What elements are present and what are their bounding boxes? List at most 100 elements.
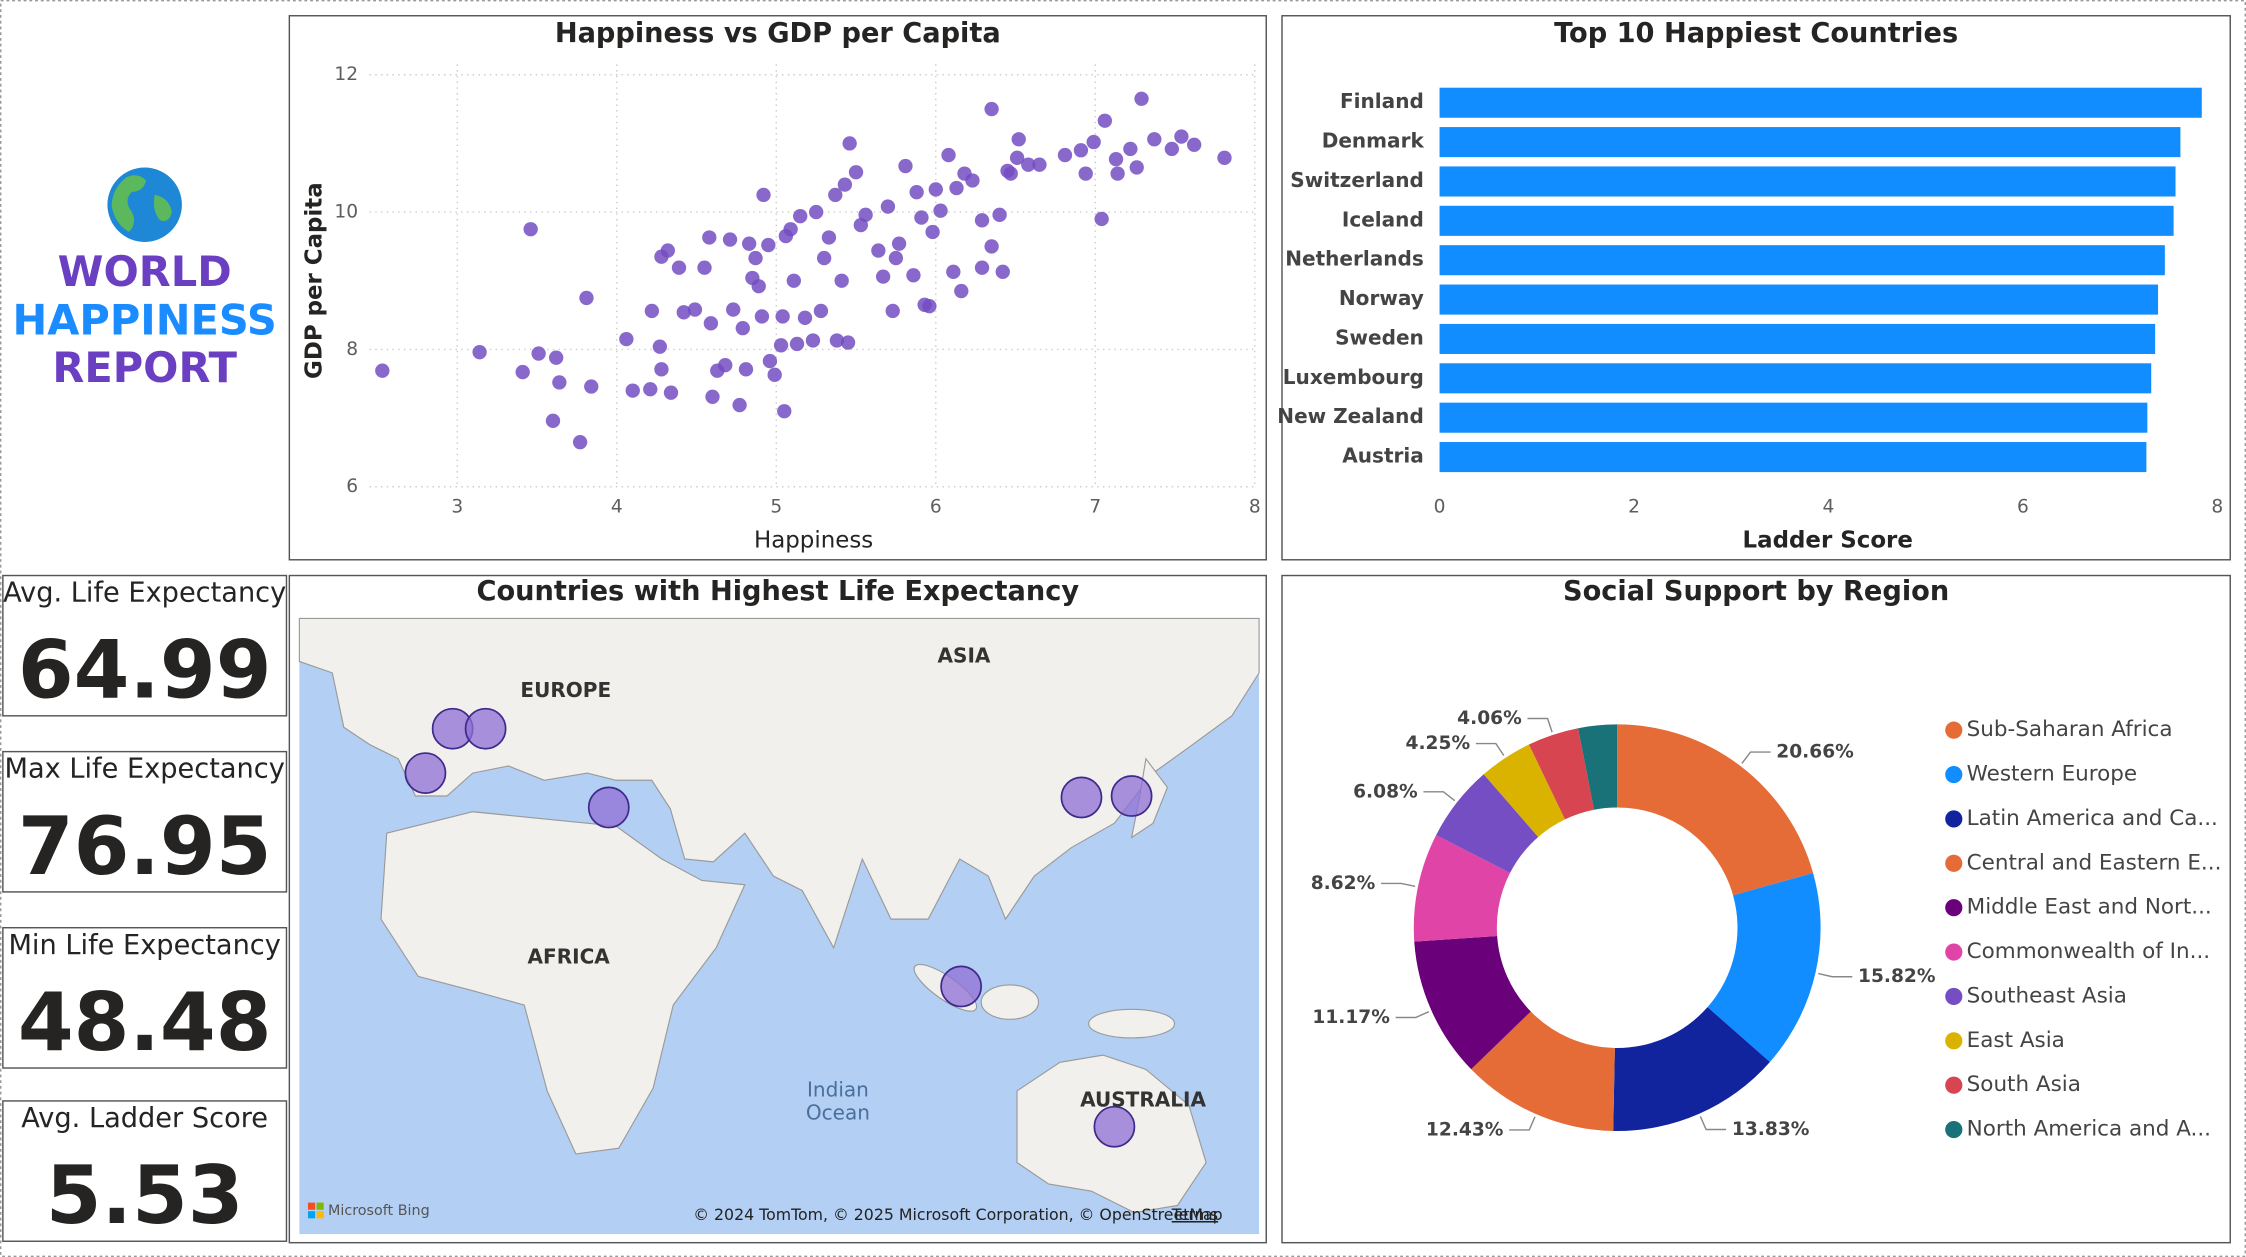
data-label: 4.25%	[1406, 733, 1471, 754]
donut-slice	[1613, 1007, 1770, 1132]
legend-label: Central and Eastern E...	[1967, 850, 2222, 875]
data-label: 8.62%	[1311, 873, 1376, 894]
scatter-point	[742, 236, 757, 251]
x-tick-label: 6	[930, 496, 942, 517]
donut-slice	[1528, 728, 1595, 820]
scatter-point	[545, 413, 561, 428]
scatter-point	[652, 339, 668, 354]
kpi-card	[2, 1100, 288, 1242]
bar	[1439, 402, 2148, 433]
legend-label: East Asia	[1967, 1028, 2065, 1053]
scatter-point	[813, 303, 829, 319]
bar	[1439, 442, 2147, 473]
scatter-point	[1011, 132, 1026, 147]
category-label: Luxembourg	[1283, 365, 1424, 389]
chart-title: Top 10 Happiest Countries	[1554, 18, 1958, 49]
scatter-point	[1108, 152, 1124, 167]
kpi-card	[2, 574, 288, 717]
x-tick-label: 5	[770, 496, 782, 517]
report-title: HAPPINESS	[13, 296, 277, 345]
leader-line	[1475, 742, 1505, 756]
scatter-point	[922, 298, 937, 314]
scatter-point	[946, 264, 961, 279]
ocean-label: Indian	[807, 1077, 869, 1101]
scatter-point	[974, 213, 990, 228]
kpi-value: 5.53	[46, 1149, 244, 1242]
scatter-point	[837, 177, 853, 192]
scatter-point	[871, 243, 886, 258]
scatter-point	[984, 101, 999, 117]
report-title: REPORT	[52, 343, 237, 392]
scatter-point	[515, 364, 530, 380]
data-label: 6.08%	[1353, 781, 1418, 802]
category-label: Switzerland	[1290, 168, 1424, 192]
scatter-point	[1187, 137, 1202, 152]
scatter-point	[549, 350, 564, 365]
map-label: AFRICA	[528, 944, 611, 968]
bar	[1439, 363, 2152, 394]
legend-swatch	[1945, 1120, 1963, 1139]
scatter-point	[1129, 160, 1144, 175]
scatter-point	[1086, 134, 1101, 150]
legend-swatch	[1945, 943, 1963, 961]
scatter-point	[663, 385, 679, 400]
bar	[1439, 87, 2202, 118]
map-label: EUROPE	[520, 678, 611, 702]
scatter-point	[1094, 211, 1109, 227]
data-label: 11.17%	[1312, 1007, 1390, 1028]
scatter-point	[738, 362, 754, 377]
scatter-point	[1057, 147, 1073, 163]
legend-swatch	[1945, 765, 1963, 784]
scatter-point	[840, 335, 856, 350]
chart-title: Social Support by Region	[1563, 576, 1949, 607]
scatter-point	[718, 358, 733, 373]
scatter-point	[875, 269, 891, 284]
kpi-card	[2, 927, 288, 1069]
report-title: WORLD	[58, 247, 232, 296]
scatter-point	[984, 239, 999, 254]
scatter-point	[777, 404, 792, 419]
donut-slice	[1483, 744, 1565, 837]
scatter-point	[909, 184, 924, 200]
scatter-point	[949, 180, 964, 196]
map-provider: Microsoft Bing	[328, 1203, 430, 1219]
scatter-point	[1032, 157, 1047, 172]
x-tick-label: 4	[1823, 496, 1835, 517]
chart-title: Happiness vs GDP per Capita	[555, 18, 1001, 49]
scatter-point	[906, 268, 921, 283]
scatter-point	[1003, 166, 1018, 181]
bar	[1439, 166, 2176, 197]
scatter-point	[1110, 166, 1125, 181]
leader-line	[1381, 882, 1416, 887]
legend-swatch	[1945, 987, 1963, 1006]
scatter-point	[722, 232, 738, 247]
data-label: 4.06%	[1457, 708, 1522, 729]
scatter-point	[584, 379, 599, 394]
scatter-point	[761, 237, 776, 253]
scatter-point	[671, 260, 687, 275]
donut-slice	[1617, 724, 1814, 896]
legend-label: Southeast Asia	[1967, 983, 2127, 1008]
legend-label: South Asia	[1967, 1072, 2081, 1097]
scatter-point	[829, 333, 845, 348]
scatter-point	[625, 383, 640, 398]
scatter-point	[472, 345, 487, 360]
scatter-point	[703, 316, 719, 331]
scatter-point	[1073, 143, 1089, 158]
scatter-point	[767, 367, 782, 382]
scatter-point	[726, 302, 741, 317]
kpi-value: 64.99	[18, 624, 272, 717]
bar	[1439, 284, 2159, 315]
scatter-point	[552, 375, 567, 390]
scatter-point	[925, 224, 940, 240]
scatter-point	[619, 331, 634, 347]
scatter-point	[995, 264, 1010, 279]
scatter-point	[965, 173, 980, 188]
scatter-point	[880, 199, 896, 214]
scatter-point	[816, 250, 832, 266]
scatter-point	[933, 203, 948, 218]
scatter-point	[808, 204, 824, 220]
map-label: AUSTRALIA	[1080, 1087, 1206, 1111]
data-label: 20.66%	[1776, 742, 1854, 763]
